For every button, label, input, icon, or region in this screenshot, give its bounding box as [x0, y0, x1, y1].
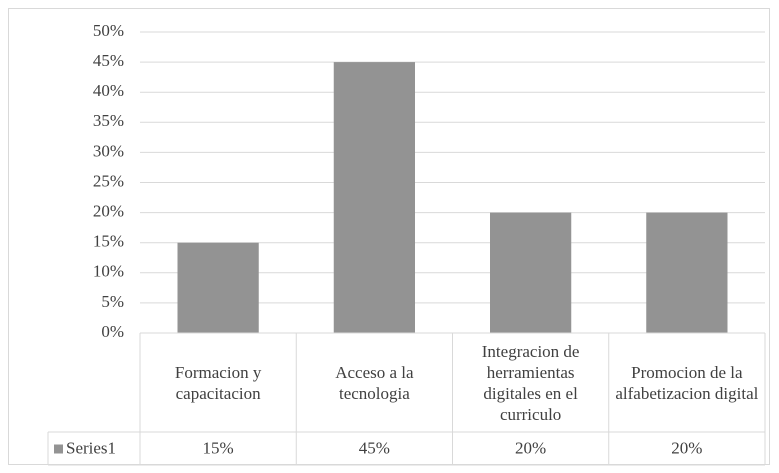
bar	[333, 62, 415, 333]
table-value: 20%	[515, 438, 546, 457]
table-value: 20%	[671, 438, 702, 457]
y-tick-label: 40%	[93, 81, 124, 100]
y-tick-label: 30%	[93, 141, 124, 160]
y-tick-label: 0%	[101, 322, 124, 341]
y-tick-label: 5%	[101, 292, 124, 311]
legend-label: Series1	[66, 438, 116, 457]
category-cell: Integracion de herramientas digitales en…	[481, 341, 580, 424]
x-tick-label: Formacion y capacitacion	[174, 362, 262, 403]
y-tick-label: 25%	[93, 171, 124, 190]
category-cell: Acceso a la tecnologia	[335, 362, 414, 403]
legend-key	[54, 444, 63, 454]
y-tick-label: 15%	[93, 232, 124, 251]
bar	[646, 212, 728, 333]
bar	[177, 242, 259, 333]
x-tick-label: Integracion de herramientas digitales en…	[481, 341, 580, 424]
y-tick-label: 45%	[93, 51, 124, 70]
y-tick-label: 10%	[93, 262, 124, 281]
category-cell: Promocion de la alfabetizacion digital	[615, 362, 759, 403]
category-cell: Formacion y capacitacion	[174, 362, 262, 403]
y-tick-label: 35%	[93, 111, 124, 130]
x-tick-label: Acceso a la tecnologia	[335, 362, 414, 403]
y-tick-label: 20%	[93, 202, 124, 221]
y-tick-label: 50%	[93, 21, 124, 40]
bar	[490, 212, 572, 333]
table-value: 15%	[203, 438, 234, 457]
table-value: 45%	[359, 438, 390, 457]
x-tick-label: Promocion de la alfabetizacion digital	[615, 362, 759, 403]
